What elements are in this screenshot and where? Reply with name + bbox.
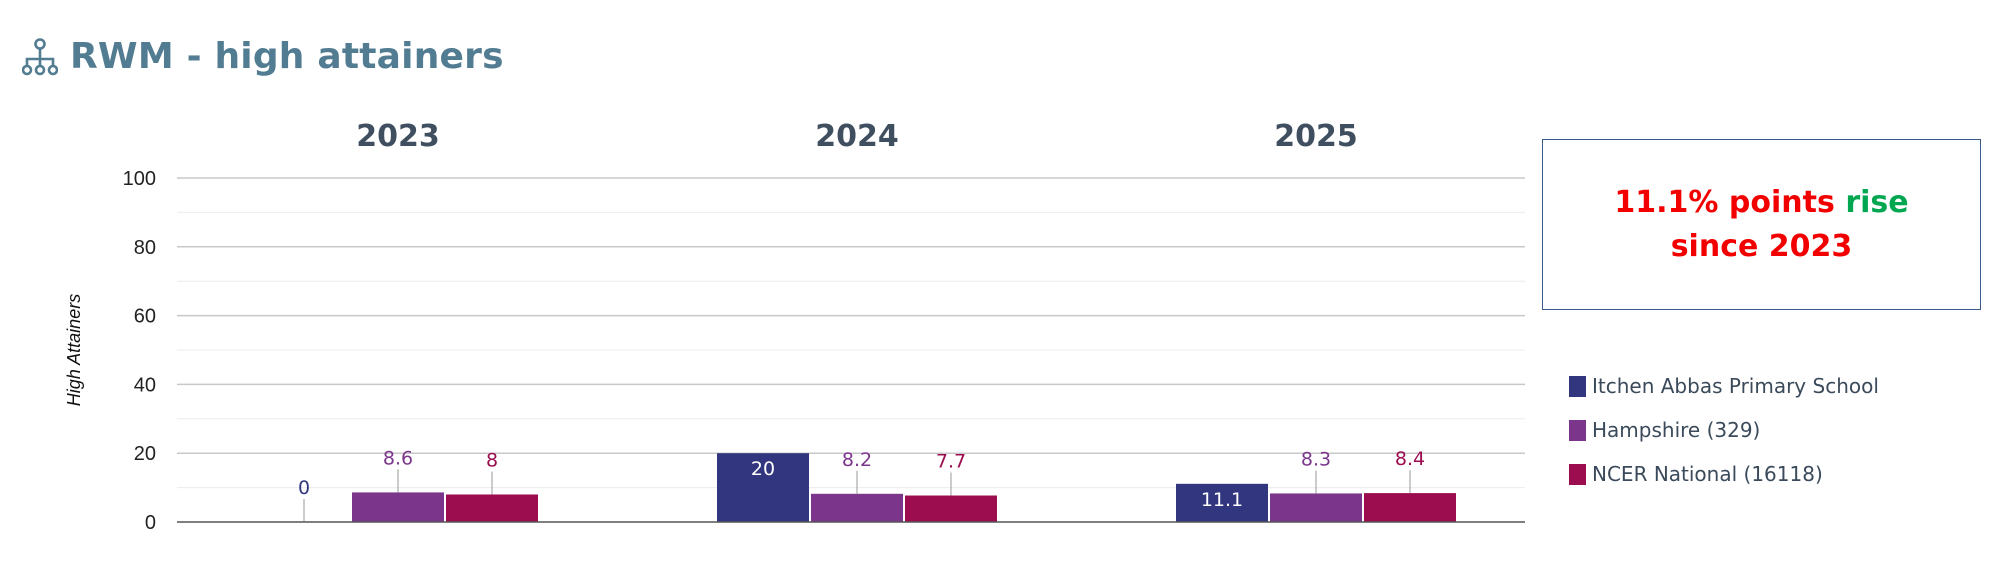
data-label: 0 bbox=[298, 477, 310, 499]
category-label: 2023 bbox=[356, 119, 440, 154]
category-label: 2025 bbox=[1274, 119, 1358, 154]
category-label: 2024 bbox=[815, 119, 899, 154]
data-label: 8.2 bbox=[842, 449, 872, 471]
legend-item: Itchen Abbas Primary School bbox=[1569, 364, 1879, 408]
bar bbox=[352, 492, 444, 522]
data-label: 7.7 bbox=[936, 451, 966, 473]
bar bbox=[446, 494, 538, 522]
y-tick-label: 40 bbox=[134, 374, 156, 396]
legend-label: Itchen Abbas Primary School bbox=[1592, 374, 1879, 398]
chart-header: RWM - high attainers bbox=[22, 36, 504, 77]
legend-swatch bbox=[1569, 419, 1586, 441]
y-tick-label: 100 bbox=[123, 168, 156, 190]
y-tick-label: 0 bbox=[145, 512, 156, 534]
legend-item: Hampshire (329) bbox=[1569, 408, 1879, 452]
bars bbox=[352, 453, 1456, 522]
bar bbox=[811, 493, 903, 522]
data-labels: 0 8.6 8 20 8.2 7.7 11.1 8.3 8.4 bbox=[298, 447, 1425, 522]
legend-item: NCER National (16118) bbox=[1569, 452, 1879, 496]
legend-swatch bbox=[1569, 463, 1586, 485]
callout-line-1: 11.1% points rise bbox=[1614, 181, 1908, 225]
data-label: 8.4 bbox=[1395, 448, 1425, 470]
data-label: 8 bbox=[486, 449, 498, 471]
callout-value: 11.1% points bbox=[1614, 184, 1835, 220]
legend-swatch bbox=[1569, 375, 1586, 397]
data-label: 11.1 bbox=[1201, 489, 1243, 511]
gridlines bbox=[177, 177, 1525, 489]
page-title: RWM - high attainers bbox=[70, 36, 504, 77]
rise-callout: 11.1% points rise since 2023 bbox=[1542, 139, 1981, 310]
legend-label: Hampshire (329) bbox=[1592, 418, 1761, 442]
data-label: 8.3 bbox=[1301, 448, 1331, 470]
bar bbox=[1364, 493, 1456, 522]
bar bbox=[717, 453, 809, 522]
callout-direction: rise bbox=[1845, 184, 1909, 220]
bar bbox=[1270, 493, 1362, 522]
callout-line-2: since 2023 bbox=[1670, 228, 1853, 264]
y-tick-label: 20 bbox=[134, 443, 156, 465]
data-label: 20 bbox=[751, 458, 775, 480]
bar bbox=[1176, 483, 1268, 522]
legend-label: NCER National (16118) bbox=[1592, 462, 1823, 486]
data-label: 8.6 bbox=[383, 447, 413, 469]
bar bbox=[905, 495, 997, 522]
chart-legend: Itchen Abbas Primary School Hampshire (32… bbox=[1569, 364, 1879, 496]
hierarchy-icon bbox=[22, 37, 58, 75]
y-tick-label: 60 bbox=[134, 306, 156, 328]
y-tick-label: 80 bbox=[134, 237, 156, 259]
y-axis-label: High Attainers bbox=[64, 294, 84, 406]
